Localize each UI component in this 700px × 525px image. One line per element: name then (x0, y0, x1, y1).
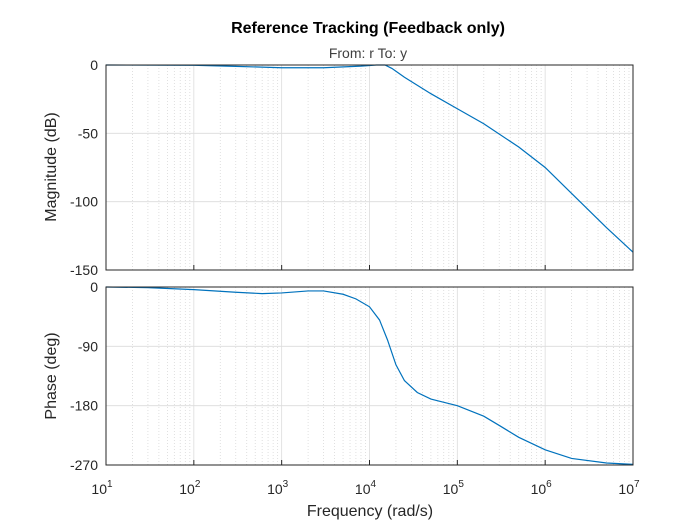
phase-panel: 0 -90 -180 -270 Phase (deg) (43, 279, 634, 473)
x-tick-exponent: 1 (107, 479, 113, 490)
chart-subtitle: From: r To: y (329, 45, 407, 61)
y-tick-label: -50 (78, 125, 98, 141)
x-tick-label: 105 (443, 479, 465, 497)
phase-axes-box (105, 286, 634, 466)
phase-series-line (105, 286, 634, 465)
y-tick-label: -100 (70, 194, 98, 210)
y-tick-label: 0 (90, 57, 98, 73)
x-tick-base: 10 (179, 481, 195, 497)
x-tick-base: 10 (267, 481, 283, 497)
x-tick-base: 10 (531, 481, 547, 497)
magnitude-y-ticks: 0 -50 -100 -150 (70, 57, 98, 278)
x-tick-label: 106 (531, 479, 553, 497)
x-tick-exponent: 5 (458, 479, 464, 490)
chart-title: Reference Tracking (Feedback only) (231, 20, 505, 37)
magnitude-axes-box (105, 64, 634, 271)
magnitude-panel: 0 -50 -100 -150 Magnitude (dB) (43, 57, 634, 278)
y-tick-label: -180 (70, 398, 98, 414)
x-ticks: 101 102 103 104 105 106 107 (91, 479, 640, 497)
x-tick-exponent: 7 (634, 479, 640, 490)
x-tick-label: 107 (618, 479, 640, 497)
y-tick-label: -90 (78, 338, 98, 354)
phase-y-ticks: 0 -90 -180 -270 (70, 279, 98, 473)
y-tick-label: -150 (70, 262, 98, 278)
x-tick-base: 10 (355, 481, 371, 497)
x-tick-exponent: 6 (546, 479, 552, 490)
x-tick-label: 101 (91, 479, 113, 497)
magnitude-grid (105, 64, 634, 271)
x-tick-exponent: 4 (371, 479, 377, 490)
y-tick-label: 0 (90, 279, 98, 295)
x-axis-label: Frequency (rad/s) (307, 503, 433, 520)
x-tick-exponent: 2 (195, 479, 201, 490)
x-tick-label: 104 (355, 479, 377, 497)
x-tick-exponent: 3 (283, 479, 289, 490)
x-tick-base: 10 (91, 481, 107, 497)
y-tick-label: -270 (70, 457, 98, 473)
magnitude-series-line (105, 64, 634, 253)
x-tick-label: 103 (267, 479, 289, 497)
x-tick-label: 102 (179, 479, 201, 497)
x-tick-base: 10 (618, 481, 634, 497)
x-tick-base: 10 (443, 481, 459, 497)
magnitude-ylabel: Magnitude (dB) (43, 112, 60, 221)
phase-ylabel: Phase (deg) (43, 332, 60, 419)
